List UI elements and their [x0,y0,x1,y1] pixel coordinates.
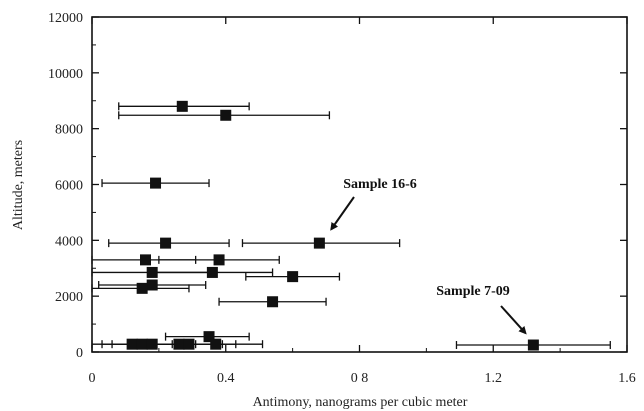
data-point [220,109,232,121]
annotation-label: Sample 16-6 [343,177,417,192]
annotation-arrow [500,305,527,335]
x-tick-label: 0 8 [351,371,369,386]
data-point [150,177,162,189]
data-point [313,237,325,249]
y-tick-label: 0 [76,346,83,361]
data-point [527,339,539,351]
data-point [176,100,188,112]
data-point [206,266,218,278]
x-tick-label: 1.6 [618,371,636,386]
data-point [146,279,158,291]
x-axis-title: Antimony, nanograms per cubic meter [253,395,468,410]
data-point [160,237,172,249]
y-tick-label: 8000 [55,123,83,138]
axes: 0 0.4 0 8 1.2 1.6 0 2000 4000 6000 8000 10000 12000 [48,11,636,386]
data-point [136,338,148,350]
data-point [146,266,158,278]
y-tick-label: 2000 [55,290,83,305]
y-tick-label: 12000 [48,11,83,26]
error-bars [91,102,611,350]
y-axis-title: Altitude, meters [11,140,26,230]
data-point [173,338,185,350]
data-point [203,331,215,343]
y-tick-label: 6000 [55,179,83,194]
data-point [136,282,148,294]
x-tick-label: 0 [89,371,96,386]
annotations: Sample 16-6 Sample 7-09 [330,177,527,335]
data-point [126,338,138,350]
data-point [183,338,195,350]
x-tick-label: 0.4 [217,371,235,386]
annotation-arrow [330,196,355,231]
data-point [210,338,222,350]
data-point [146,338,158,350]
data-point [287,271,299,283]
annotation-label: Sample 7-09 [436,284,510,299]
data-points [126,100,539,351]
data-point [213,254,225,266]
data-point [140,254,151,266]
x-tick-label: 1.2 [485,371,503,386]
y-tick-label: 4000 [55,234,83,249]
data-point [267,296,279,308]
y-tick-label: 10000 [48,67,83,82]
